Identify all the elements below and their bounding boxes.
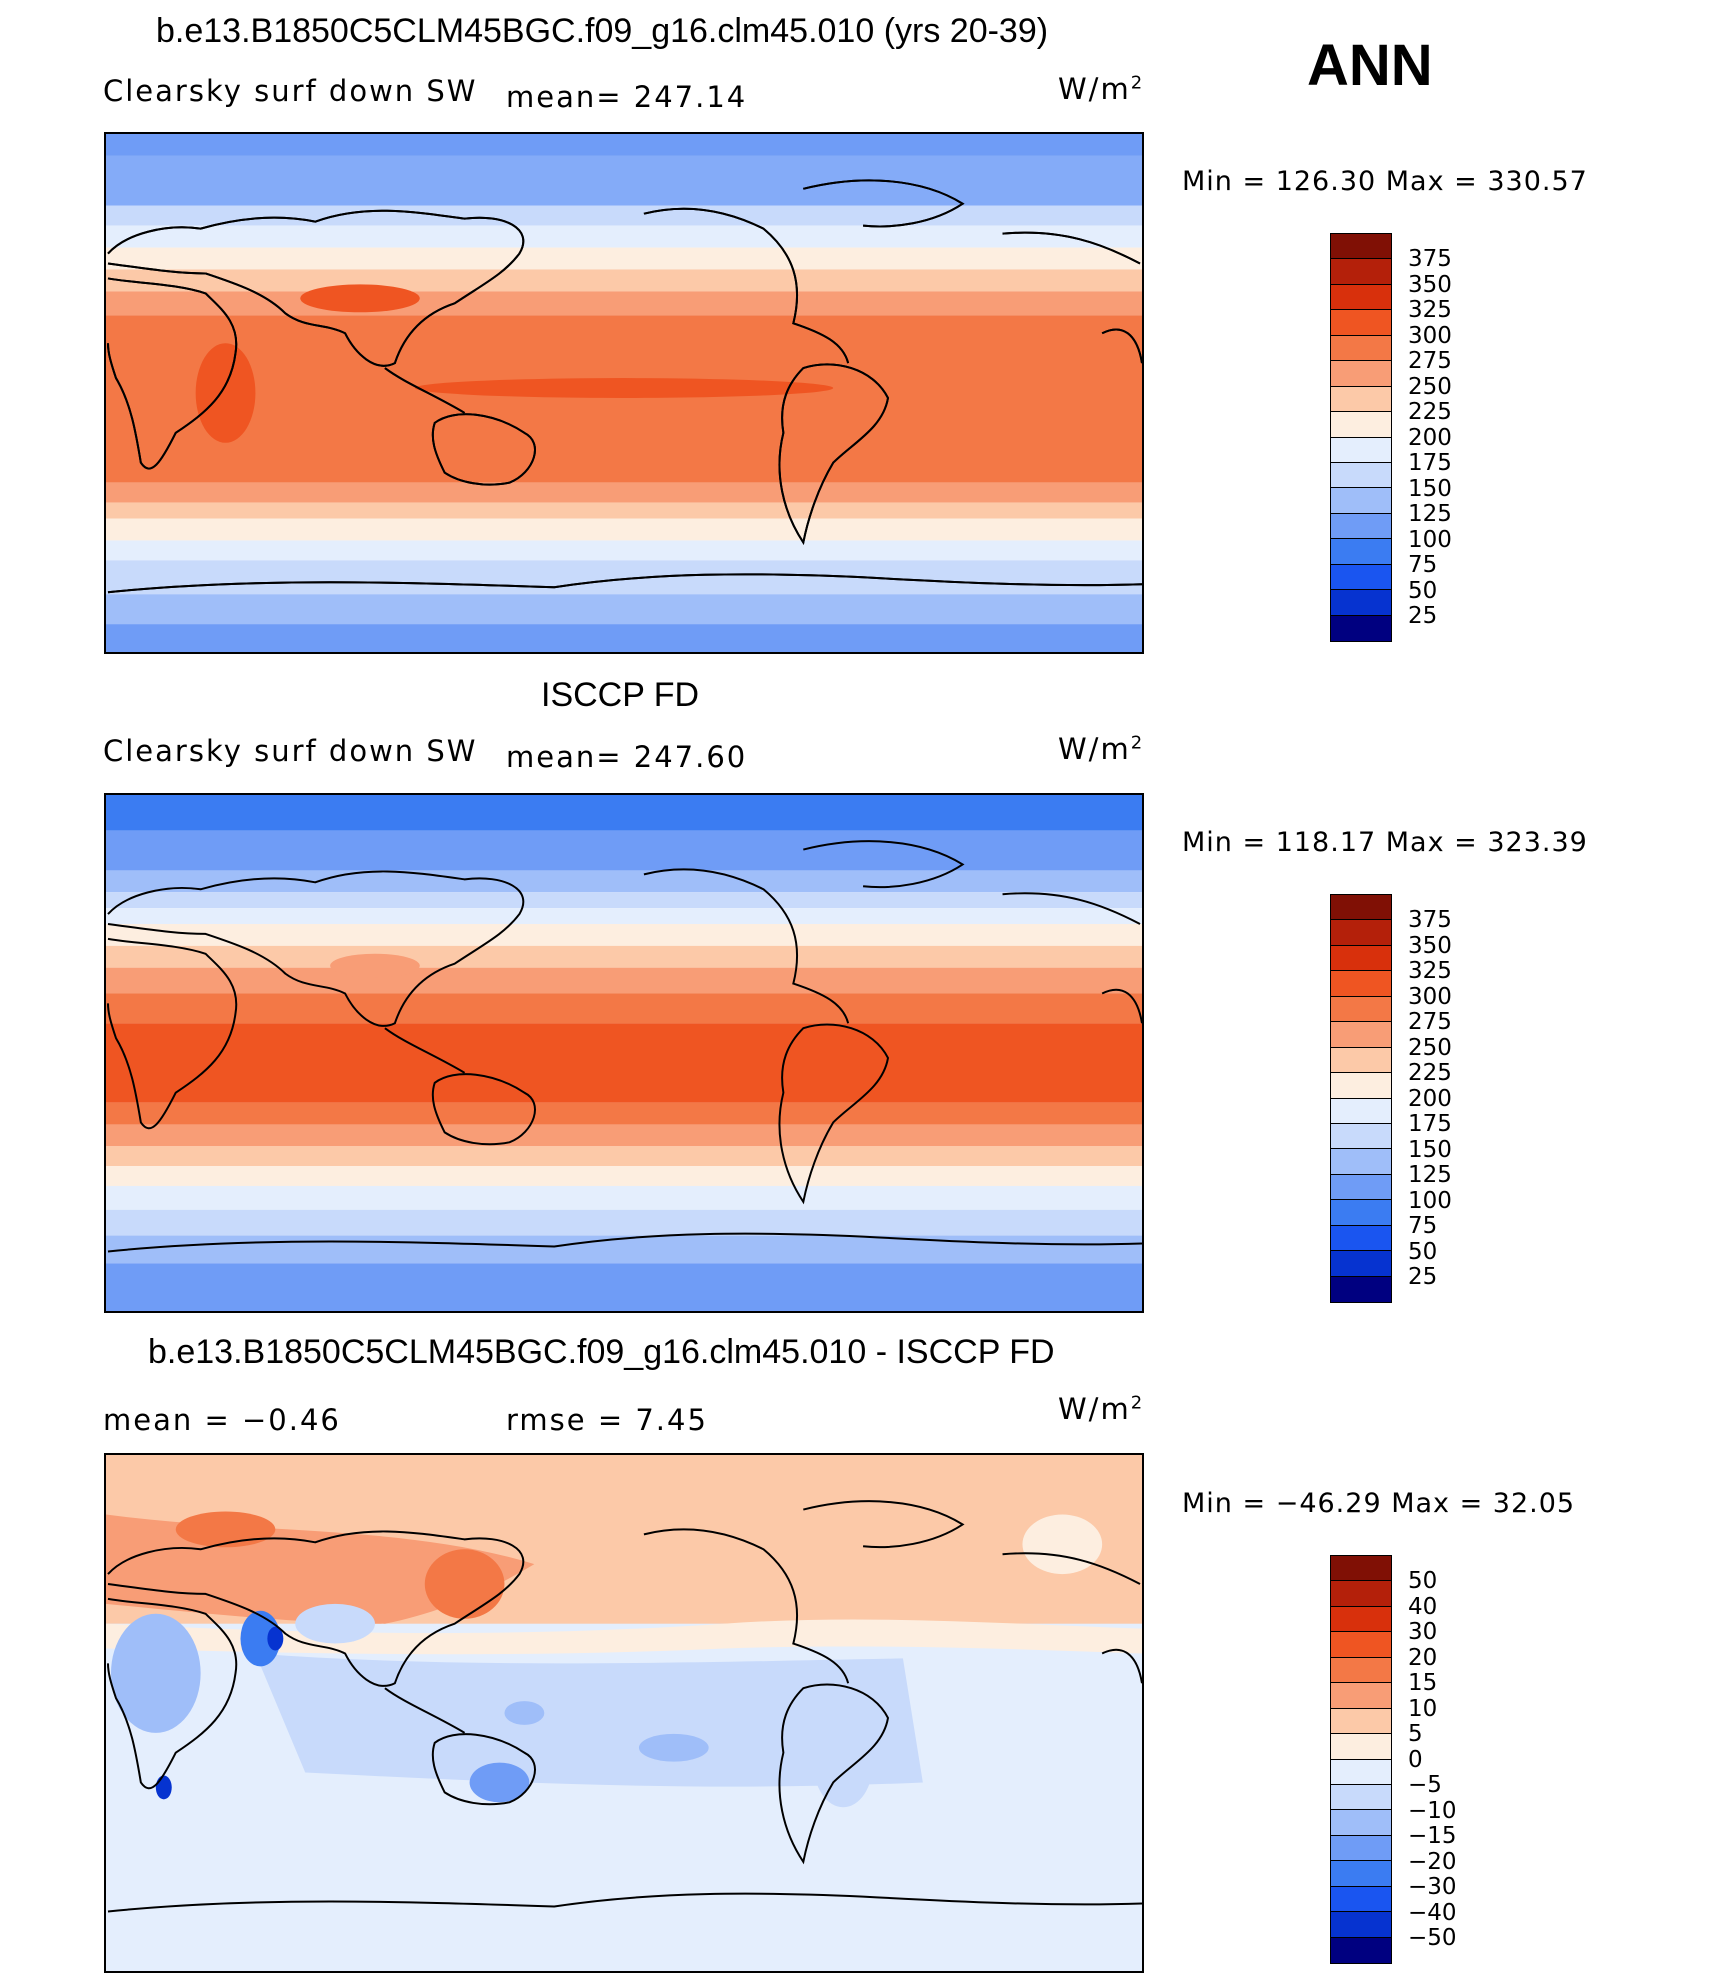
panel2-colorbar: [1330, 894, 1392, 1303]
panel1-cbar-label: 25: [1408, 603, 1438, 629]
panel1-map: [104, 132, 1144, 654]
panel3-map: [104, 1453, 1144, 1973]
panel3-rmse: rmse = 7.45: [506, 1403, 708, 1437]
panel3-cbar-label: −20: [1408, 1848, 1457, 1875]
panel2-units: W/m2: [1058, 732, 1145, 766]
panel3-title: b.e13.B1850C5CLM45BGC.f09_g16.clm45.010 …: [148, 1333, 1055, 1371]
panel2-cbar-label: 225: [1408, 1060, 1452, 1086]
panel2-cbar-label: 75: [1408, 1213, 1438, 1239]
panel1-cbar-label: 125: [1408, 501, 1452, 527]
panel1-cbar-label: 50: [1408, 577, 1438, 604]
panel1-colorbar: [1330, 233, 1392, 642]
panel3-cbar-label: 5: [1408, 1721, 1423, 1747]
panel3-cbar-label: −15: [1408, 1823, 1457, 1849]
panel1-cbar-label: 350: [1408, 271, 1452, 298]
panel2-cbar-label: 125: [1408, 1162, 1452, 1188]
panel2-mean: mean= 247.60: [506, 740, 748, 774]
panel1-mean: mean= 247.14: [506, 80, 748, 114]
panel3-cbar-label: −50: [1408, 1925, 1457, 1951]
panel1-title: b.e13.B1850C5CLM45BGC.f09_g16.clm45.010 …: [156, 12, 1049, 50]
panel1-cbar-label: 225: [1408, 399, 1452, 425]
panel1-units: W/m2: [1058, 72, 1145, 106]
panel3-min-max: Min = −46.29 Max = 32.05: [1182, 1488, 1576, 1519]
panel3-cbar-label: 15: [1408, 1670, 1438, 1696]
panel1-cbar-label: 175: [1408, 450, 1452, 476]
panel2-cbar-label: 375: [1408, 907, 1452, 933]
panel2-cbar-label: 50: [1408, 1238, 1438, 1265]
panel2-variable-label: Clearsky surf down SW: [103, 734, 478, 768]
panel3-cbar-label: −5: [1408, 1772, 1442, 1798]
panel2-map-svg: [106, 795, 1142, 1311]
panel2-min-max: Min = 118.17 Max = 323.39: [1182, 827, 1588, 858]
panel1-cbar-label: 275: [1408, 348, 1452, 374]
panel3-cbar-label: 50: [1408, 1568, 1438, 1594]
panel3-cbar-label: −30: [1408, 1874, 1457, 1900]
panel3-colorbar: [1330, 1555, 1392, 1964]
panel2-cbar-label: 100: [1408, 1187, 1452, 1214]
panel2-cbar-label: 25: [1408, 1264, 1438, 1290]
panel2-cbar-label: 325: [1408, 958, 1452, 984]
panel3-cbar-label: 10: [1408, 1695, 1438, 1722]
panel1-cbar-label: 300: [1408, 322, 1452, 349]
panel1-cbar-label: 325: [1408, 297, 1452, 323]
panel2-cbar-label: 175: [1408, 1111, 1452, 1137]
panel2-title: ISCCP FD: [541, 676, 700, 714]
panel2-cbar-label: 300: [1408, 983, 1452, 1010]
panel1-cbar-label: 150: [1408, 475, 1452, 502]
panel2-map: [104, 793, 1144, 1313]
panel3-mean: mean = −0.46: [103, 1403, 341, 1437]
panel1-min-max: Min = 126.30 Max = 330.57: [1182, 166, 1588, 197]
panel2-cbar-label: 200: [1408, 1085, 1452, 1112]
panel3-units: W/m2: [1058, 1392, 1145, 1426]
panel2-cbar-label: 275: [1408, 1009, 1452, 1035]
panel1-cbar-label: 375: [1408, 246, 1452, 272]
panel1-cbar-label: 75: [1408, 552, 1438, 578]
panel2-cbar-label: 350: [1408, 932, 1452, 959]
panel1-variable-label: Clearsky surf down SW: [103, 74, 478, 108]
panel2-cbar-label: 250: [1408, 1034, 1452, 1061]
panel1-cbar-label: 250: [1408, 373, 1452, 400]
panel1-cbar-label: 100: [1408, 526, 1452, 553]
panel3-cbar-label: 30: [1408, 1619, 1438, 1645]
panel3-cbar-label: 0: [1408, 1746, 1423, 1773]
panel3-cbar-label: 40: [1408, 1593, 1438, 1620]
panel2-cbar-label: 150: [1408, 1136, 1452, 1163]
panel1-cbar-label: 200: [1408, 424, 1452, 451]
season-label: ANN: [1307, 33, 1433, 98]
panel1-map-svg: [106, 134, 1142, 652]
panel3-map-svg: [106, 1455, 1142, 1971]
panel3-cbar-label: −40: [1408, 1899, 1457, 1926]
panel3-cbar-label: −10: [1408, 1797, 1457, 1824]
panel3-cbar-label: 20: [1408, 1644, 1438, 1671]
